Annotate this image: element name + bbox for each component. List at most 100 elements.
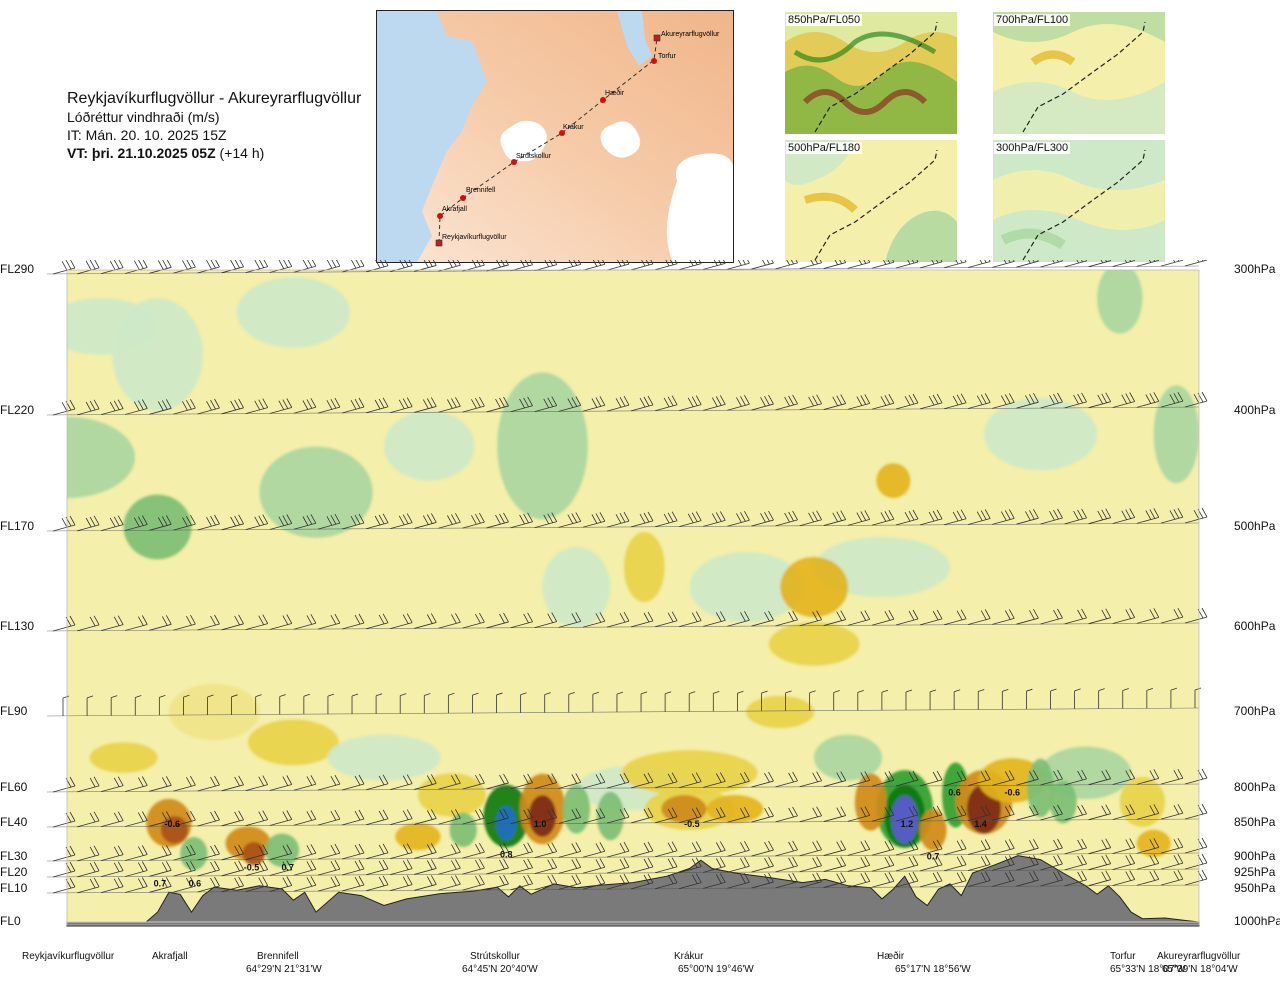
wind-barb xyxy=(486,874,509,891)
wind-barb xyxy=(486,396,509,413)
wind-barb xyxy=(1016,855,1039,871)
wind-barb xyxy=(1016,770,1039,786)
wind-barb xyxy=(1184,391,1208,408)
waypoint-marker-akrafjall xyxy=(437,213,443,219)
wind-barb xyxy=(871,872,895,888)
wind-barb xyxy=(799,806,822,823)
wind-barb xyxy=(833,690,840,711)
waypoint-name: Brennifell xyxy=(257,951,299,962)
wind-barb xyxy=(558,808,582,824)
waypoint-coord: 65°17'N 18°56'W xyxy=(895,964,971,975)
value-label: -0.5 xyxy=(244,863,260,873)
wind-barb xyxy=(317,613,341,630)
field-blob xyxy=(259,446,373,538)
level-map-500: 500hPa/FL180 xyxy=(785,140,957,262)
wind-barb xyxy=(173,775,196,792)
wind-barb xyxy=(1001,688,1009,710)
wind-barb xyxy=(341,875,365,892)
wind-barb xyxy=(751,840,774,857)
wind-barb xyxy=(279,694,286,715)
waypoint-label-haedir: Hæðir xyxy=(605,89,625,97)
wind-barb xyxy=(125,615,148,631)
wind-barb xyxy=(847,610,871,626)
waypoint-label-brennifell: Brennifell xyxy=(466,187,496,194)
level-line xyxy=(46,783,1200,793)
hpa-tick-label: 950hPa xyxy=(1234,881,1276,895)
wind-barb xyxy=(751,771,774,788)
wind-barb xyxy=(486,808,509,825)
wind-barb xyxy=(871,610,895,626)
field-blob xyxy=(1153,385,1199,484)
wind-barb xyxy=(1136,392,1160,408)
wind-barb xyxy=(847,872,871,888)
field-blob xyxy=(449,812,477,847)
field-blob xyxy=(1049,780,1077,824)
wind-barb xyxy=(992,871,1015,887)
waypoint-name: Akureyrarflugvöllur xyxy=(1157,951,1241,962)
fl-tick-label: FL170 xyxy=(0,519,35,533)
wind-barb xyxy=(390,859,413,876)
field-blob xyxy=(1136,829,1171,858)
wind-barb xyxy=(919,509,943,526)
wind-barb xyxy=(727,511,750,527)
wind-barb xyxy=(1064,854,1087,871)
wind-barb xyxy=(1088,870,1112,887)
field-blob xyxy=(814,537,950,597)
wind-barb xyxy=(423,693,431,714)
wind-barb xyxy=(510,858,533,875)
wind-barb xyxy=(582,260,606,271)
wind-barb xyxy=(462,808,485,825)
wind-barb xyxy=(293,844,317,860)
wind-barb xyxy=(486,773,509,790)
wind-barb xyxy=(655,772,678,789)
field-blob xyxy=(661,795,707,823)
wind-barb xyxy=(62,695,70,716)
wind-barb xyxy=(992,855,1015,871)
field-blob xyxy=(768,622,860,666)
wind-barb xyxy=(823,394,847,410)
wind-barb xyxy=(101,776,124,793)
fl-tick-label: FL130 xyxy=(0,619,35,633)
field-blob xyxy=(854,773,887,831)
level-lines xyxy=(46,265,1200,923)
wind-barb xyxy=(727,772,750,788)
wind-barb xyxy=(1146,687,1153,709)
wind-barb xyxy=(592,691,599,713)
wind-barb xyxy=(847,771,871,787)
wind-barb xyxy=(173,844,196,861)
wind-barb xyxy=(351,693,359,714)
hpa-tick-label: 800hPa xyxy=(1234,780,1276,794)
wind-barb xyxy=(390,513,413,530)
sea-north xyxy=(617,11,652,66)
wind-barb xyxy=(1088,260,1112,268)
fl-tick-label: FL90 xyxy=(0,704,28,718)
wind-barb xyxy=(809,690,816,711)
wind-barb xyxy=(1088,838,1112,855)
wind-barb xyxy=(197,844,220,861)
field-blob xyxy=(160,816,189,844)
wind-barb xyxy=(414,613,437,629)
wind-barb xyxy=(1160,392,1184,408)
wind-barb xyxy=(510,842,533,859)
wind-barb xyxy=(510,808,533,825)
wind-barb xyxy=(125,776,148,792)
waypoint-label-akureyri: Akureyrarflugvöllur xyxy=(661,31,720,38)
wind-barb xyxy=(751,806,774,823)
wind-barb xyxy=(125,515,148,531)
wind-barb xyxy=(472,692,479,714)
level-line xyxy=(46,406,1200,416)
wind-barb xyxy=(1088,392,1112,409)
field-blob xyxy=(621,750,758,796)
hpa-tick-label: 700hPa xyxy=(1234,704,1276,718)
wind-barb xyxy=(751,610,774,627)
wind-barb xyxy=(655,873,678,890)
wind-barb xyxy=(871,856,895,872)
wind-barb xyxy=(919,260,943,269)
wind-barb xyxy=(944,393,967,410)
wind-barb xyxy=(534,773,558,789)
wind-barb xyxy=(510,512,533,529)
wind-barb xyxy=(799,872,822,889)
variable-title: Lóðréttur vindhraði (m/s) xyxy=(67,109,220,125)
wind-barb xyxy=(1122,688,1129,709)
level-map-700-label: 700hPa/FL100 xyxy=(994,14,1071,26)
